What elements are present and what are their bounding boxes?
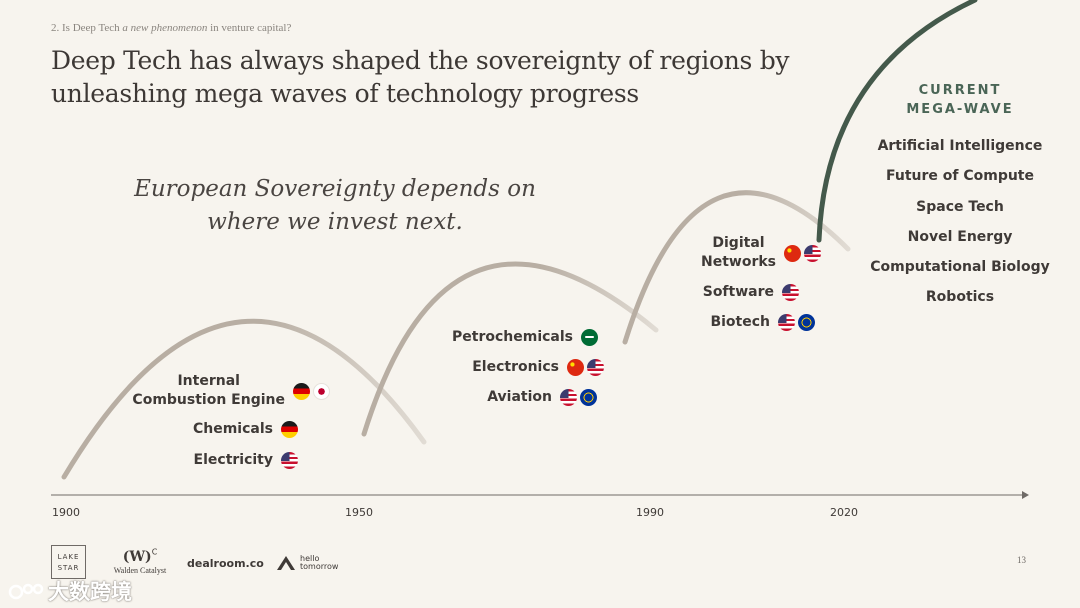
eu-flag-icon bbox=[580, 389, 597, 406]
lakestar-logo: LAKE STAR bbox=[51, 545, 86, 579]
mega-wave-item: Computational Biology bbox=[870, 259, 1050, 275]
tech-label: Aviation bbox=[487, 389, 552, 405]
tech-label: Electricity bbox=[193, 452, 273, 468]
current-mega-wave-heading: CURRENT MEGA-WAVE bbox=[890, 81, 1030, 119]
walden-catalyst-logo: (W)C Walden Catalyst bbox=[110, 546, 170, 575]
tech-label: Software bbox=[702, 284, 774, 300]
quote-line-1: European Sovereignty depends on bbox=[134, 176, 536, 202]
lakestar-logo-line-2: STAR bbox=[57, 564, 80, 572]
tech-label: Electronics bbox=[472, 359, 559, 375]
japan-flag-icon bbox=[313, 382, 330, 400]
page-number: 13 bbox=[1017, 555, 1026, 565]
usa-flag-icon bbox=[778, 314, 795, 331]
quote-line-2: where we invest next. bbox=[207, 209, 463, 235]
tech-label: Digital bbox=[712, 235, 765, 251]
year-label: 2020 bbox=[830, 506, 858, 519]
wave-1 bbox=[61, 318, 427, 480]
watermark: 大数跨境 bbox=[8, 576, 132, 606]
germany-flag-icon bbox=[281, 421, 298, 438]
walden-catalyst-mark: (W) bbox=[122, 549, 152, 565]
walden-catalyst-sup: C bbox=[151, 547, 158, 557]
tech-item: Internal Combustion Engine bbox=[132, 372, 330, 410]
breadcrumb: 2. Is Deep Tech a new phenomenon in vent… bbox=[51, 22, 292, 34]
usa-flag-icon bbox=[560, 389, 577, 406]
dealroom-logo: dealroom.co bbox=[187, 557, 264, 570]
year-label: 1990 bbox=[636, 506, 664, 519]
page-title-line-1: Deep Tech has always shaped the sovereig… bbox=[51, 46, 790, 75]
tech-label: Networks bbox=[700, 254, 776, 270]
wave-2 bbox=[361, 261, 659, 437]
tech-item: Chemicals bbox=[193, 420, 298, 439]
year-label: 1900 bbox=[52, 506, 80, 519]
hello-tomorrow-logo: hello tomorrow bbox=[276, 554, 338, 572]
usa-flag-icon bbox=[281, 452, 298, 469]
tech-item: Software bbox=[703, 283, 799, 302]
mega-wave-item: Future of Compute bbox=[885, 168, 1034, 184]
saudi-arabia-flag-icon bbox=[581, 329, 598, 346]
tech-item: Petrochemicals bbox=[452, 328, 598, 347]
watermark-logo-icon bbox=[8, 583, 44, 600]
mega-wave-item: Artificial Intelligence bbox=[877, 138, 1043, 154]
page-title: Deep Tech has always shaped the sovereig… bbox=[51, 44, 811, 110]
tech-label: Petrochemicals bbox=[452, 329, 573, 345]
wave-3 bbox=[622, 190, 851, 345]
china-flag-icon bbox=[567, 359, 584, 376]
mega-wave-item: Novel Energy bbox=[907, 229, 1013, 245]
tech-label: Internal bbox=[177, 373, 240, 389]
current-wave bbox=[816, 0, 978, 243]
page-title-line-2: unleashing mega waves of technology prog… bbox=[51, 79, 639, 108]
timeline-arrowhead bbox=[1022, 491, 1029, 499]
usa-flag-icon bbox=[587, 359, 604, 376]
tech-item: Digital Networks bbox=[701, 234, 821, 272]
tech-item: Biotech bbox=[710, 313, 815, 332]
mega-wave-item: Robotics bbox=[925, 289, 995, 305]
current-heading-line-1: CURRENT bbox=[918, 83, 1002, 98]
sovereignty-quote: European Sovereignty depends on where we… bbox=[110, 173, 560, 239]
walden-catalyst-name: Walden Catalyst bbox=[113, 566, 167, 575]
tech-label: Combustion Engine bbox=[132, 392, 285, 408]
tech-item: Electricity bbox=[194, 451, 298, 470]
china-flag-icon bbox=[784, 244, 801, 262]
current-heading-line-2: MEGA-WAVE bbox=[906, 102, 1014, 117]
tech-label: Biotech bbox=[710, 314, 770, 330]
hello-tomorrow-line-1: hello bbox=[300, 554, 320, 563]
germany-flag-icon bbox=[293, 382, 310, 400]
mega-wave-item: Space Tech bbox=[916, 199, 1004, 215]
usa-flag-icon bbox=[782, 284, 799, 301]
year-label: 1950 bbox=[345, 506, 373, 519]
tech-item: Electronics bbox=[472, 358, 604, 377]
tech-item: Aviation bbox=[487, 388, 597, 407]
eu-flag-icon bbox=[798, 314, 815, 331]
usa-flag-icon bbox=[804, 244, 821, 262]
hello-tomorrow-line-2: tomorrow bbox=[300, 562, 339, 571]
lakestar-logo-line-1: LAKE bbox=[57, 553, 80, 561]
hello-tomorrow-mark-icon bbox=[277, 556, 295, 570]
tech-label: Chemicals bbox=[192, 421, 273, 437]
watermark-text: 大数跨境 bbox=[48, 580, 132, 604]
